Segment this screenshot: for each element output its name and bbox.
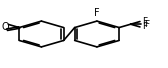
Text: O: O xyxy=(2,22,9,32)
Text: F: F xyxy=(144,20,149,29)
Text: F: F xyxy=(142,22,148,31)
Text: F: F xyxy=(94,8,100,18)
Text: F: F xyxy=(142,17,148,26)
